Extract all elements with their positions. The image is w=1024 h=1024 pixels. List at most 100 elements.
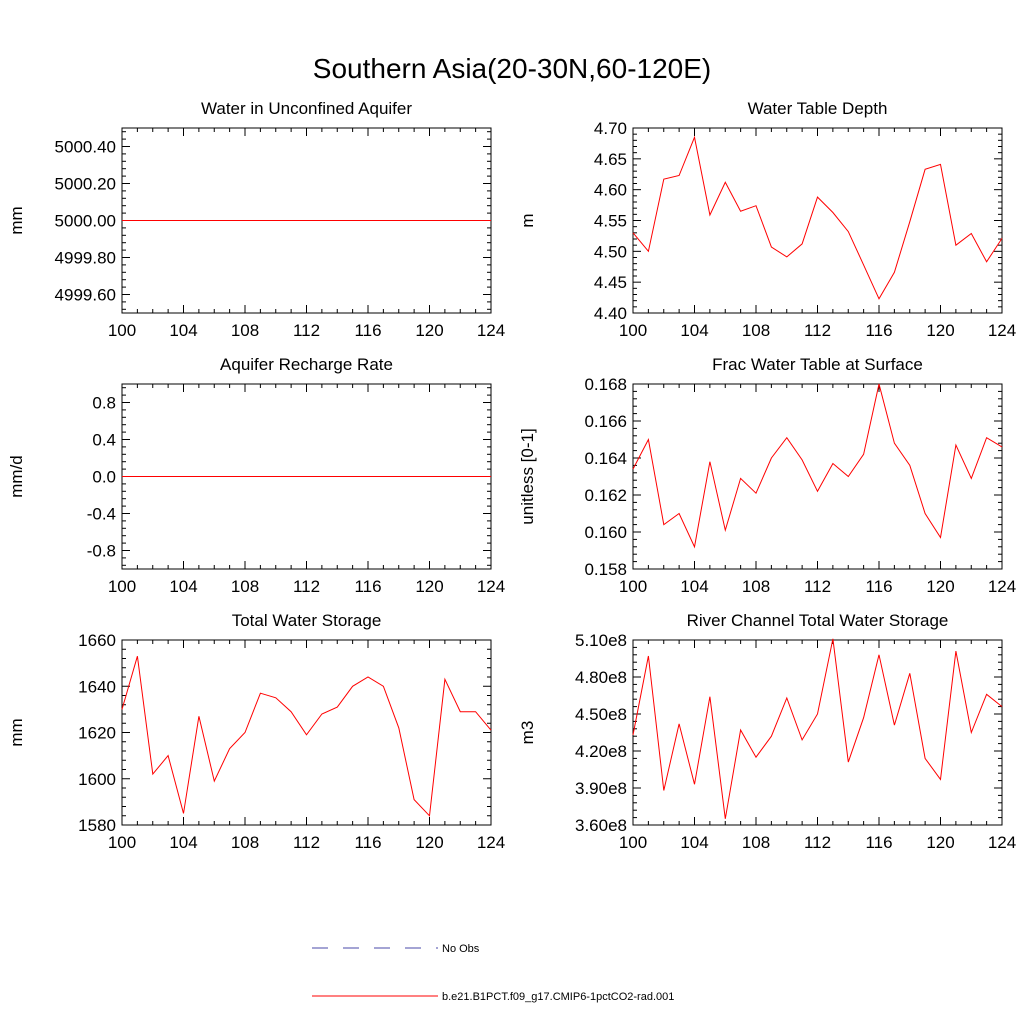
panel-title: River Channel Total Water Storage — [687, 611, 949, 630]
y-tick-label: 4.50 — [594, 242, 627, 261]
chart-panel-4: Frac Water Table at Surface unitless [0-1… — [518, 355, 1016, 596]
y-tick-label: 5000.00 — [55, 212, 116, 231]
x-tick-label: 104 — [680, 577, 708, 596]
data-series-line — [121, 656, 492, 817]
y-tick-label: 3.60e8 — [575, 816, 627, 835]
x-tick-label: 124 — [988, 321, 1016, 340]
legend-label-2: b.e21.B1PCT.f09_g17.CMIP6-1pctCO2-rad.00… — [442, 991, 674, 1003]
y-tick-label: 3.90e8 — [575, 779, 627, 798]
y-tick-label: 4.55 — [594, 212, 627, 231]
x-tick-label: 112 — [293, 321, 320, 340]
x-tick-label: 104 — [680, 321, 708, 340]
y-tick-label: 5.10e8 — [575, 631, 627, 650]
plot-frame — [632, 127, 1003, 314]
y-tick-label: 4.80e8 — [575, 668, 627, 687]
y-axis-label: mm — [7, 718, 26, 746]
x-tick-label: 120 — [415, 321, 443, 340]
panel-title: Total Water Storage — [232, 611, 382, 630]
y-tick-label: 4.20e8 — [575, 742, 627, 761]
y-tick-label: 1640 — [78, 677, 116, 696]
x-tick-label: 112 — [293, 833, 320, 852]
x-tick-label: 124 — [477, 577, 505, 596]
chart-panel-3: Aquifer Recharge Rate mm/d 100 104 108 112 116… — [7, 355, 505, 596]
data-series-line — [632, 135, 1003, 300]
panel-title: Water Table Depth — [748, 99, 888, 118]
y-tick-label: 4.60 — [594, 181, 627, 200]
y-tick-label: 0.160 — [584, 523, 627, 542]
x-tick-label: 100 — [619, 577, 647, 596]
y-tick-label: 5000.40 — [55, 138, 116, 157]
x-tick-label: 108 — [742, 833, 770, 852]
panel-title: Frac Water Table at Surface — [712, 355, 923, 374]
x-tick-label: 120 — [415, 577, 443, 596]
y-tick-label: 0.166 — [584, 412, 627, 431]
y-tick-label: 5000.20 — [55, 175, 116, 194]
y-tick-label: 0.168 — [584, 375, 627, 394]
x-tick-label: 108 — [231, 577, 259, 596]
chart-panel-1: Water in Unconfined Aquifer mm 100 104 108 11… — [7, 99, 505, 340]
y-tick-label: 1620 — [78, 724, 116, 743]
x-tick-label: 112 — [804, 833, 831, 852]
figure-title: Southern Asia(20-30N,60-120E) — [313, 53, 711, 84]
y-axis-label: m3 — [518, 721, 537, 745]
y-tick-label: 1580 — [78, 816, 116, 835]
chart-panel-5: Total Water Storage mm 100 104 108 112 116 120 1… — [7, 611, 505, 852]
x-tick-label: 116 — [354, 321, 381, 340]
x-tick-label: 112 — [293, 577, 320, 596]
x-tick-label: 116 — [865, 577, 892, 596]
x-tick-label: 100 — [108, 833, 136, 852]
y-tick-label: 0.4 — [92, 431, 116, 450]
x-tick-label: 100 — [108, 577, 136, 596]
x-tick-label: 116 — [865, 321, 892, 340]
y-tick-label: 4.65 — [594, 150, 627, 169]
panel-title: Aquifer Recharge Rate — [220, 355, 393, 374]
y-tick-label: 0.158 — [584, 560, 627, 579]
y-tick-label: 0.0 — [92, 468, 116, 487]
plot-frame — [632, 383, 1003, 570]
y-tick-label: 4.50e8 — [575, 705, 627, 724]
y-tick-label: 4999.60 — [55, 286, 116, 305]
x-tick-label: 100 — [619, 833, 647, 852]
y-axis-label: mm/d — [7, 455, 26, 498]
plot-frame — [632, 639, 1003, 826]
x-tick-label: 116 — [865, 833, 892, 852]
y-axis-label: mm — [7, 206, 26, 234]
y-tick-label: 0.164 — [584, 449, 627, 468]
x-tick-label: 104 — [169, 577, 197, 596]
chart-panel-6: River Channel Total Water Storage m3 100 10… — [518, 611, 1016, 852]
x-tick-label: 108 — [742, 321, 770, 340]
x-tick-label: 112 — [804, 321, 831, 340]
x-tick-label: 100 — [108, 321, 136, 340]
y-axis-label: unitless [0-1] — [518, 428, 537, 524]
y-tick-label: 0.8 — [92, 394, 116, 413]
data-series-line — [632, 383, 1003, 549]
x-tick-label: 120 — [926, 577, 954, 596]
y-tick-label: 4.70 — [594, 119, 627, 138]
plot-frame — [121, 639, 492, 826]
x-tick-label: 108 — [231, 833, 259, 852]
chart-panels: Water in Unconfined Aquifer mm 100 104 108 11… — [7, 99, 1016, 852]
y-tick-label: 4.40 — [594, 304, 627, 323]
x-tick-label: 116 — [354, 577, 381, 596]
x-tick-label: 100 — [619, 321, 647, 340]
x-tick-label: 120 — [415, 833, 443, 852]
legend-label-1: No Obs — [442, 943, 480, 955]
data-series-line — [632, 638, 1003, 819]
x-tick-label: 120 — [926, 833, 954, 852]
y-tick-label: 1600 — [78, 770, 116, 789]
y-tick-label: -0.8 — [87, 542, 116, 561]
x-tick-label: 104 — [169, 321, 197, 340]
x-tick-label: 104 — [680, 833, 708, 852]
y-tick-label: 4.45 — [594, 273, 627, 292]
x-tick-label: 124 — [988, 833, 1016, 852]
y-tick-label: 4999.80 — [55, 249, 116, 268]
x-tick-label: 124 — [988, 577, 1016, 596]
x-tick-label: 108 — [742, 577, 770, 596]
x-tick-label: 124 — [477, 833, 505, 852]
x-tick-label: 116 — [354, 833, 381, 852]
x-tick-label: 124 — [477, 321, 505, 340]
chart-panel-2: Water Table Depth m 100 104 108 112 116 120 124 4… — [518, 99, 1016, 340]
y-tick-label: -0.4 — [87, 505, 116, 524]
y-tick-label: 0.162 — [584, 486, 627, 505]
